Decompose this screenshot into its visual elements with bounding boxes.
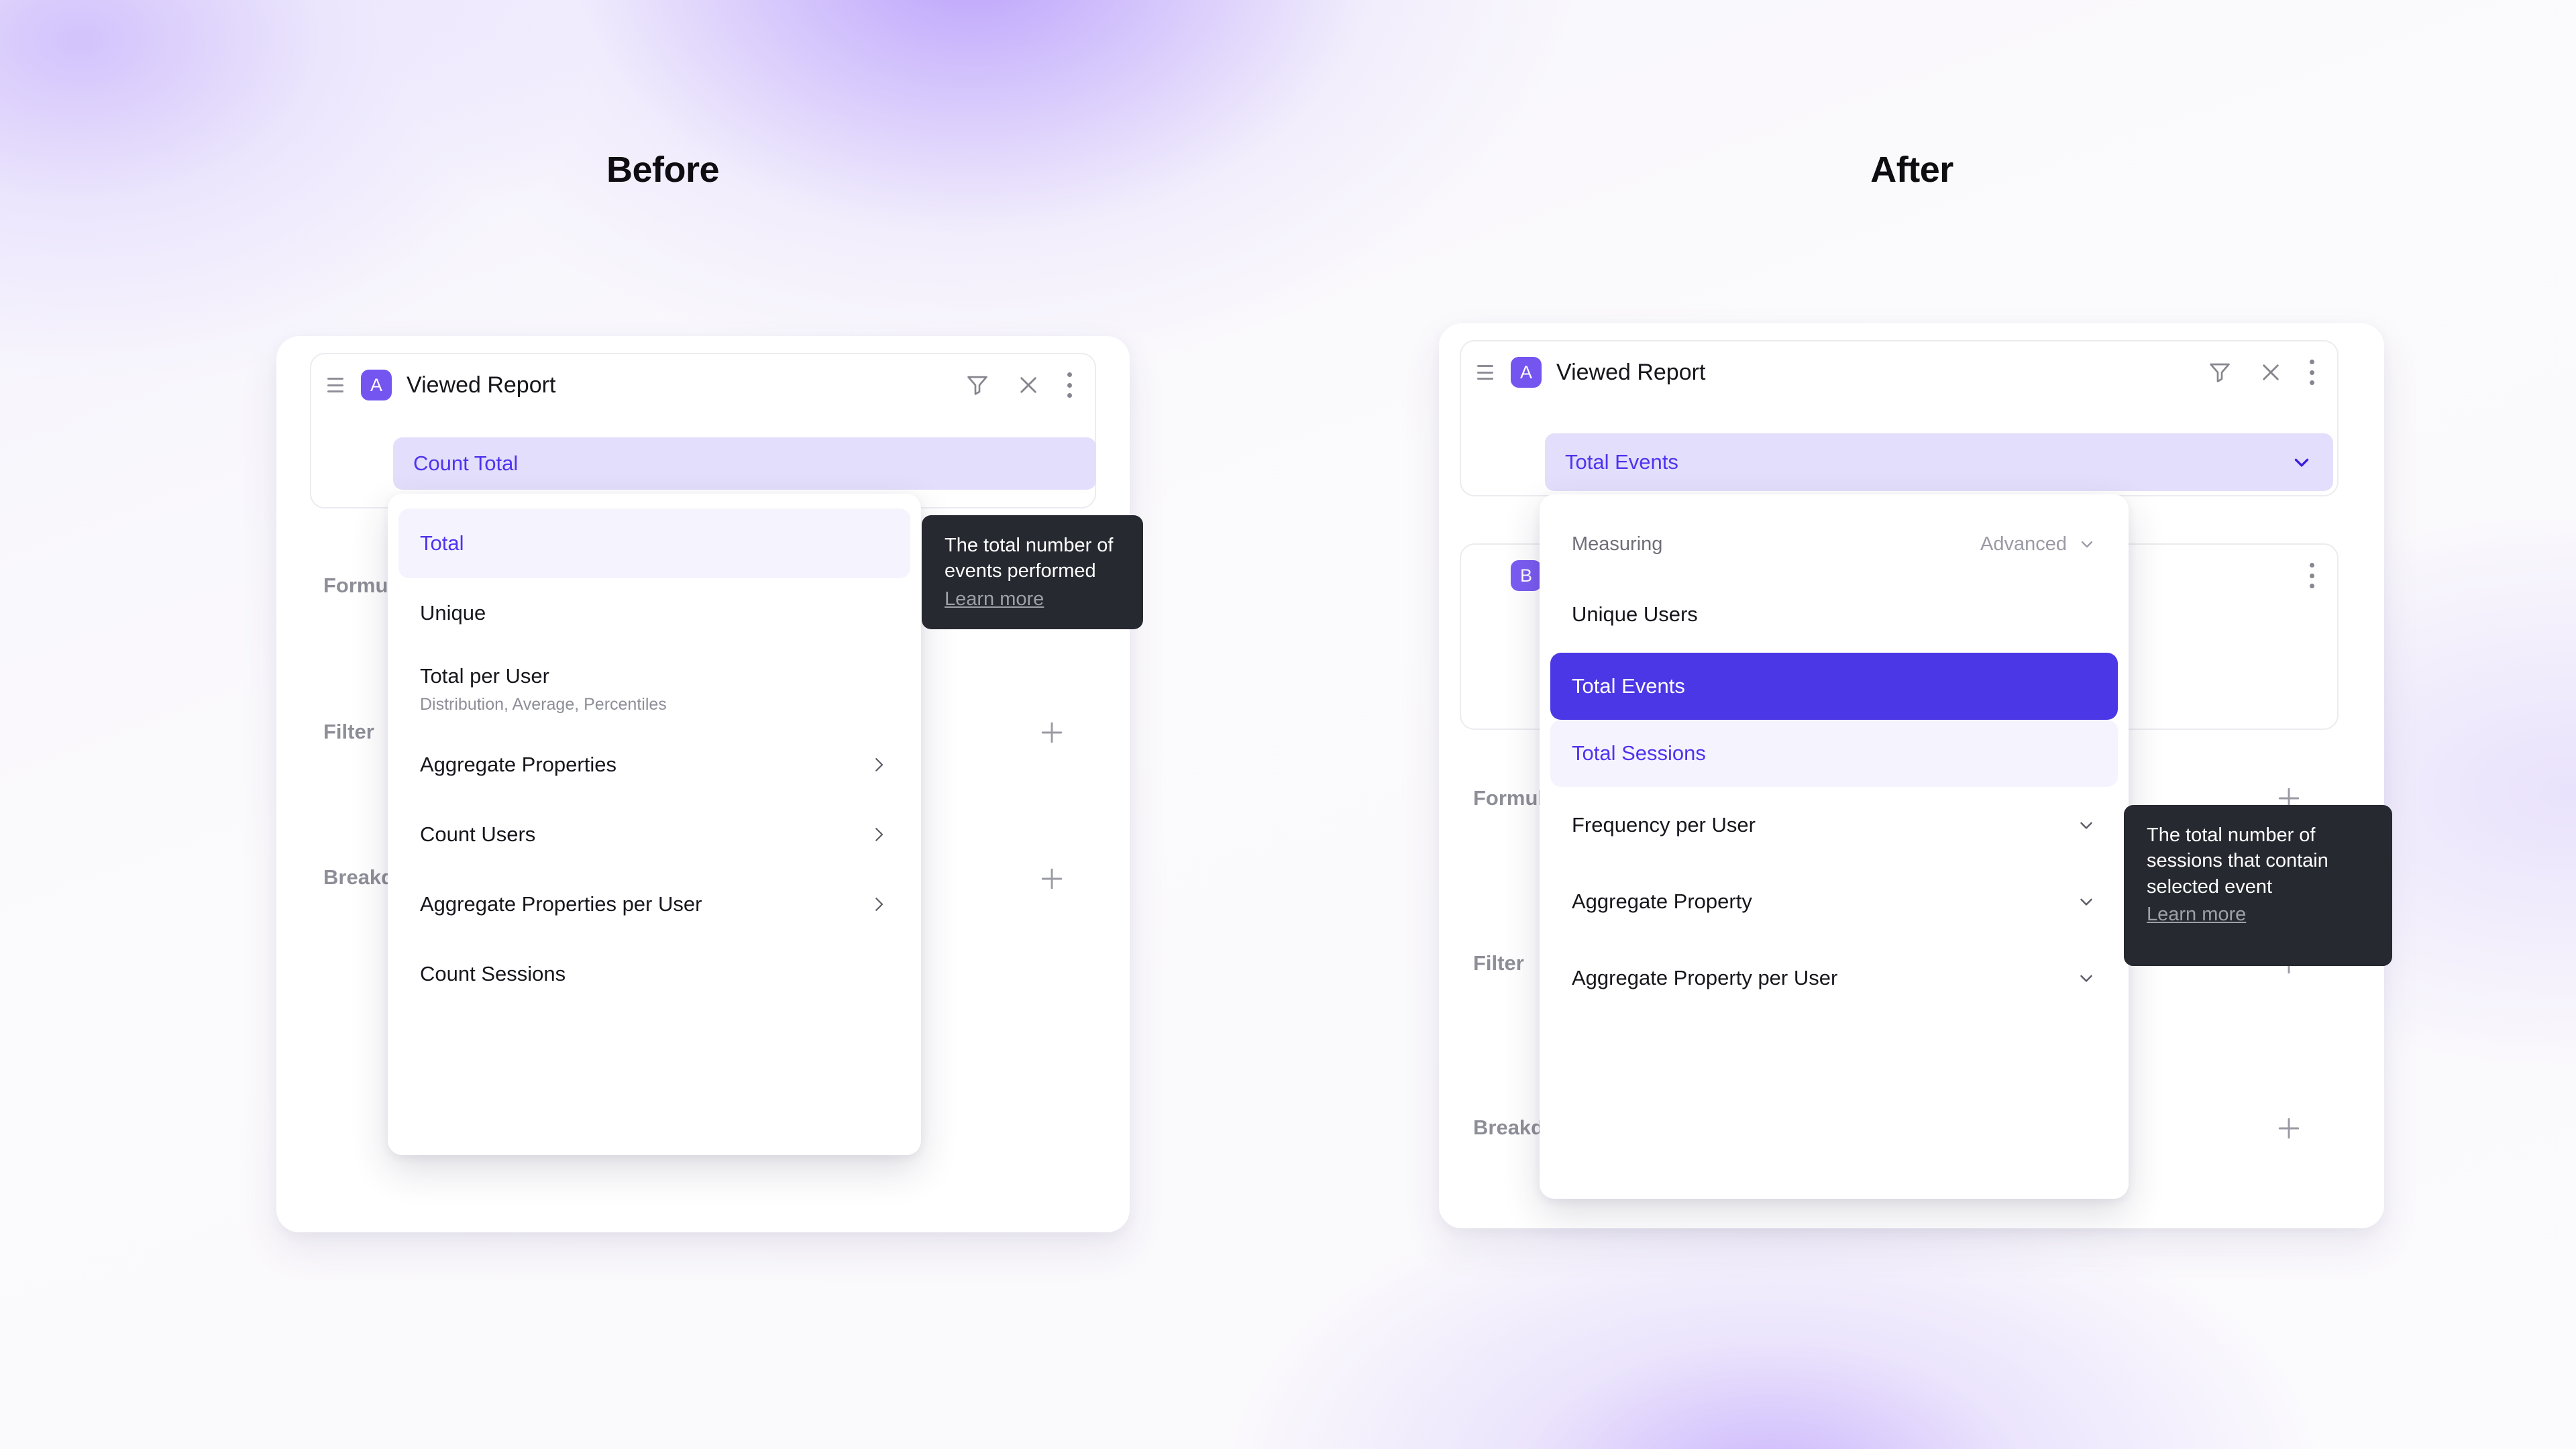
panel-title-after: After — [1870, 150, 1953, 190]
chevron-down-icon — [2076, 892, 2096, 912]
tooltip-arrow-left — [2124, 843, 2125, 869]
after-menu-item-frequency-per-user[interactable]: Frequency per User — [1540, 787, 2129, 863]
more-vertical-icon[interactable] — [2309, 360, 2314, 385]
after-measure-select-value: Total Events — [1565, 450, 1678, 474]
close-x-icon[interactable] — [2258, 360, 2284, 385]
after-tooltip: The total number of sessions that contai… — [2124, 805, 2392, 966]
before-row-label-filter: Filter — [323, 720, 374, 743]
after-tooltip-body: The total number of sessions that contai… — [2147, 824, 2328, 898]
after-measure-select[interactable]: Total Events — [1545, 433, 2333, 491]
before-menu-item-count-sessions[interactable]: Count Sessions — [420, 962, 566, 985]
before-card-title: Viewed Report — [407, 372, 556, 398]
drag-handle-icon[interactable] — [327, 378, 346, 392]
before-menu-item-total[interactable]: Total — [398, 508, 910, 578]
after-dropdown-advanced-toggle[interactable]: Advanced — [1980, 533, 2096, 555]
after-menu-item-unique-users[interactable]: Unique Users — [1572, 602, 1698, 626]
after-add-breakdown-button[interactable] — [2274, 1114, 2304, 1143]
more-vertical-icon[interactable] — [1067, 372, 1072, 398]
event-badge-a: A — [1511, 357, 1542, 388]
before-menu-item-total-per-user[interactable]: Total per User Distribution, Average, Pe… — [388, 648, 921, 730]
after-menu-item-total-events[interactable]: Total Events — [1550, 653, 2118, 720]
before-measure-select[interactable]: Count Total — [393, 437, 1096, 490]
after-dropdown-header-title: Measuring — [1572, 533, 1663, 555]
after-card-header-icons — [2207, 360, 2314, 385]
before-menu-item-total-per-user-sub: Distribution, Average, Percentiles — [420, 694, 667, 714]
chevron-right-icon — [869, 755, 889, 775]
after-row-label-filter: Filter — [1473, 951, 1524, 975]
after-add-formula-button[interactable] — [2274, 784, 2304, 813]
more-vertical-icon[interactable] — [2309, 563, 2314, 588]
before-measure-dropdown: Total Unique Total per User Distribution… — [388, 494, 921, 1155]
chevron-right-icon — [869, 824, 889, 845]
before-add-filter-button[interactable] — [1037, 718, 1067, 747]
event-badge-b: B — [1511, 560, 1542, 591]
after-menu-item-aggregate-property[interactable]: Aggregate Property — [1540, 863, 2129, 940]
before-card-header: A Viewed Report — [311, 354, 1095, 416]
before-menu-item-count-users[interactable]: Count Users — [388, 800, 921, 869]
filter-funnel-icon[interactable] — [2207, 360, 2233, 385]
before-menu-item-aggregate-properties-per-user[interactable]: Aggregate Properties per User — [388, 869, 921, 939]
after-card-title: Viewed Report — [1556, 359, 1706, 385]
before-tooltip-learn-more-link[interactable]: Learn more — [945, 588, 1044, 610]
after-menu-item-aggregate-property-per-user[interactable]: Aggregate Property per User — [1540, 940, 2129, 1016]
after-menu-item-total-sessions[interactable]: Total Sessions — [1550, 720, 2118, 787]
before-menu-item-unique[interactable]: Unique — [420, 601, 486, 625]
before-menu-item-aggregate-properties[interactable]: Aggregate Properties — [388, 730, 921, 800]
before-measure-select-value: Count Total — [413, 451, 519, 475]
after-dropdown-advanced-label: Advanced — [1980, 533, 2067, 555]
after-measure-dropdown: Measuring Advanced Unique Users Total Ev… — [1540, 494, 2129, 1199]
chevron-down-icon — [2078, 535, 2096, 553]
before-tooltip-body: The total number of events performed — [945, 535, 1114, 582]
after-tooltip-learn-more-link[interactable]: Learn more — [2147, 903, 2247, 925]
after-card-b-header: B — [1461, 545, 2337, 606]
after-dropdown-header: Measuring Advanced — [1540, 512, 2129, 576]
chevron-down-icon — [2076, 968, 2096, 988]
before-add-breakdown-button[interactable] — [1037, 864, 1067, 894]
before-tooltip: The total number of events performed Lea… — [922, 515, 1143, 629]
chevron-down-icon — [2076, 815, 2096, 835]
after-card-b-header-icons — [2309, 563, 2314, 588]
before-menu-item-total-text: Total — [420, 531, 464, 555]
close-x-icon[interactable] — [1016, 372, 1041, 398]
after-card-header: A Viewed Report — [1461, 341, 2337, 403]
before-card-header-icons — [965, 372, 1072, 398]
filter-funnel-icon[interactable] — [965, 372, 990, 398]
panel-title-before: Before — [606, 150, 720, 190]
drag-handle-icon[interactable] — [1477, 365, 1496, 380]
chevron-right-icon — [869, 894, 889, 914]
chevron-down-icon — [2290, 451, 2313, 474]
event-badge-a: A — [361, 370, 392, 400]
